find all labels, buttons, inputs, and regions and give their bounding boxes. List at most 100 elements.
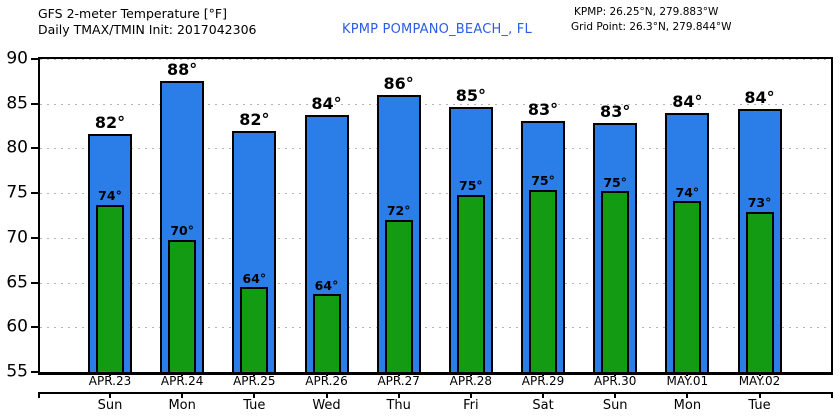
y-tick-label: 85 <box>6 93 28 114</box>
tmin-bar <box>456 194 485 372</box>
tmin-bar <box>673 201 702 372</box>
day-axis-end-tick <box>831 394 833 398</box>
gridline <box>40 59 831 60</box>
x-axis-tick <box>253 372 256 376</box>
y-tick-label: 60 <box>6 316 28 337</box>
chart-title-line2: Daily TMAX/TMIN Init: 2017042306 <box>38 22 257 37</box>
y-axis-tick <box>31 326 38 329</box>
day-label: Fri <box>463 398 479 413</box>
x-axis-tick <box>758 372 761 376</box>
x-axis-tick <box>469 372 472 376</box>
day-axis-end-tick <box>38 394 40 398</box>
day-axis-tick <box>469 394 472 398</box>
day-label: Sat <box>532 398 554 413</box>
tmin-value-label: 75° <box>603 174 628 190</box>
y-tick-label: 55 <box>6 361 28 382</box>
date-label: APR.27 <box>377 374 420 388</box>
y-tick-label: 80 <box>6 137 28 158</box>
gridline <box>40 237 831 239</box>
y-axis-tick <box>31 192 38 195</box>
y-axis-tick <box>31 102 38 105</box>
tmin-bar <box>745 211 774 372</box>
plot-area: 55 60 65 70 75 80 85 90 82° 74° APR.23 88° 70° APR.24… <box>6 50 833 388</box>
tmax-value-label: 82° <box>239 110 270 130</box>
tmax-value-label: 84° <box>311 94 342 114</box>
grid-point-label: Grid Point: 26.3°N, 279.844°W <box>571 21 732 33</box>
x-axis-tick <box>542 372 545 376</box>
y-axis-tick <box>31 236 38 239</box>
gridline <box>40 327 831 329</box>
date-label: APR.29 <box>521 374 565 388</box>
tmin-bar <box>529 189 558 372</box>
gridline <box>40 148 831 150</box>
tmin-value-label: 74° <box>675 184 700 200</box>
date-label: MAY.01 <box>666 374 709 388</box>
date-label: APR.30 <box>593 374 637 388</box>
day-label: Mon <box>168 398 196 413</box>
tmin-bar <box>96 204 124 372</box>
tmin-value-label: 72° <box>386 203 411 219</box>
y-tick-label: 75 <box>6 182 28 203</box>
tmin-bar <box>601 191 630 372</box>
y-axis-tick <box>31 371 38 373</box>
gridline <box>40 103 831 105</box>
day-axis-tick <box>542 394 545 398</box>
tmin-value-label: 74° <box>98 188 122 204</box>
tmin-value-label: 75° <box>459 178 483 194</box>
tmin-value-label: 73° <box>747 195 772 211</box>
x-axis-tick <box>325 372 328 376</box>
tmax-bar <box>232 131 277 372</box>
tmin-value-label: 64° <box>314 277 339 293</box>
day-label: Tue <box>243 398 266 413</box>
date-label: APR.28 <box>449 374 493 388</box>
date-label: MAY.02 <box>738 374 781 388</box>
day-label: Sun <box>97 398 123 413</box>
day-label: Thu <box>386 398 411 413</box>
chart-title-line1: GFS 2-meter Temperature [°F] <box>38 6 227 21</box>
day-label: Sun <box>602 398 628 413</box>
tmax-value-label: 84° <box>672 91 703 111</box>
x-axis-tick <box>109 372 111 376</box>
y-axis-tick <box>31 281 38 284</box>
day-axis: Sun Mon Tue Wed Thu Fri Sat Sun Mon Tue <box>38 392 833 414</box>
tmax-value-label: 84° <box>744 88 775 108</box>
tmin-bar <box>312 294 341 372</box>
day-axis-tick <box>325 394 328 398</box>
x-axis-tick <box>397 372 400 376</box>
x-axis-tick <box>181 372 184 376</box>
date-label: APR.24 <box>160 374 204 388</box>
tmin-value-label: 70° <box>170 223 194 239</box>
tmax-value-label: 88° <box>167 60 198 80</box>
day-axis-tick <box>181 394 184 398</box>
y-tick-label: 70 <box>6 227 28 248</box>
day-label: Tue <box>748 398 771 413</box>
tmin-value-label: 64° <box>242 270 267 286</box>
x-axis-tick <box>614 372 617 376</box>
y-axis-tick <box>31 58 38 60</box>
tmax-value-label: 83° <box>600 102 631 122</box>
tmin-value-label: 75° <box>531 173 555 189</box>
tmax-value-label: 85° <box>455 86 486 106</box>
tmax-value-label: 83° <box>527 99 559 119</box>
y-tick-label: 65 <box>6 272 28 293</box>
day-axis-tick <box>397 394 400 398</box>
y-tick-label: 90 <box>6 48 28 69</box>
day-axis-tick <box>614 394 617 398</box>
tmax-value-label: 82° <box>94 113 126 133</box>
date-label: APR.25 <box>233 374 276 388</box>
date-label: APR.23 <box>88 374 132 388</box>
tmin-bar <box>384 219 413 372</box>
day-axis-tick <box>109 394 111 398</box>
date-label: APR.26 <box>305 374 348 388</box>
day-label: Wed <box>312 398 341 413</box>
x-axis-tick <box>686 372 689 376</box>
station-coordinates-label: KPMP: 26.25°N, 279.883°W <box>574 6 719 18</box>
day-axis-tick <box>758 394 761 398</box>
gridline <box>40 282 831 284</box>
tmin-bar <box>168 239 197 372</box>
station-name-label: KPMP POMPANO_BEACH_, FL <box>342 22 532 37</box>
day-label: Mon <box>673 398 702 413</box>
tmax-value-label: 86° <box>383 73 414 93</box>
y-axis-tick <box>31 147 38 150</box>
